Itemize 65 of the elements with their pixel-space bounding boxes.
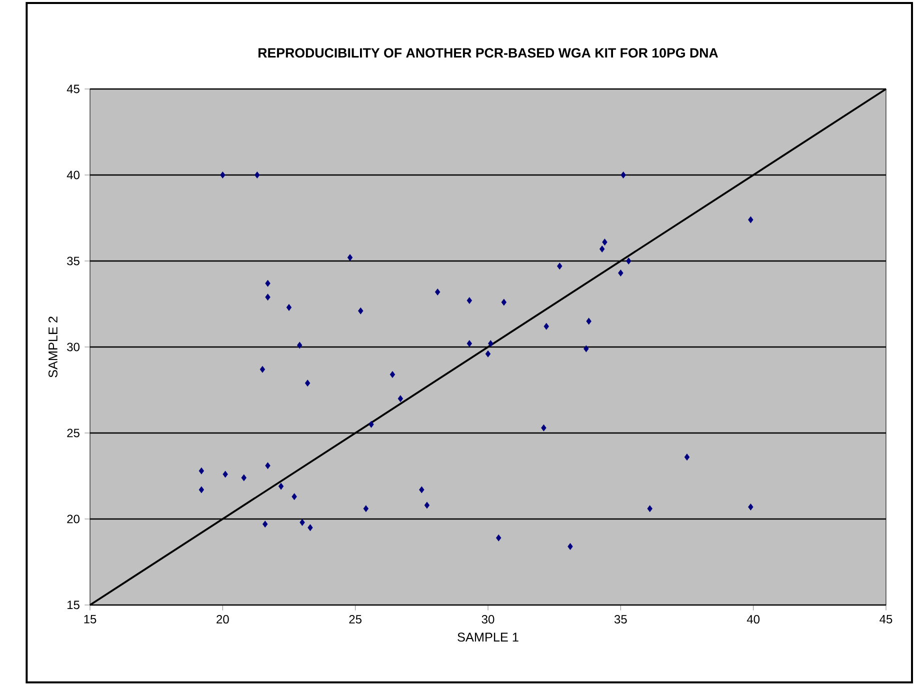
point <box>300 519 305 526</box>
point <box>265 462 270 470</box>
point <box>241 474 246 482</box>
point <box>308 524 313 531</box>
point <box>748 504 754 510</box>
x-tick-label: 20 <box>216 615 229 624</box>
y-axis-title: SAMPLE 2 <box>48 316 58 378</box>
point <box>262 520 268 528</box>
point <box>419 486 424 494</box>
chart-title: REPRODUCIBILITY OF ANOTHER PCR-BASED WGA KIT FOR 10PG DNA <box>258 48 718 58</box>
point <box>278 482 284 490</box>
y-tick-label: 30 <box>67 342 80 352</box>
y-tick-label: 40 <box>66 170 80 180</box>
point <box>305 380 310 386</box>
point <box>220 172 226 178</box>
point <box>265 294 270 300</box>
point <box>347 254 353 261</box>
point <box>363 505 369 512</box>
point <box>398 395 404 402</box>
point <box>254 172 260 178</box>
point <box>501 298 506 306</box>
point <box>541 424 546 432</box>
x-tick-label: 25 <box>349 615 362 624</box>
point <box>466 297 472 304</box>
point <box>488 340 494 347</box>
point <box>557 262 562 270</box>
point <box>647 505 652 512</box>
point <box>600 246 605 252</box>
x-tick-label: 45 <box>880 615 892 624</box>
point <box>198 486 204 494</box>
point <box>435 288 440 296</box>
point <box>222 470 228 478</box>
y-tick-label: 20 <box>67 514 80 524</box>
point <box>265 280 270 287</box>
x-axis-title: SAMPLE 1 <box>458 632 518 642</box>
x-tick-label: 40 <box>746 615 760 624</box>
point <box>626 258 632 264</box>
point <box>424 502 430 509</box>
point <box>198 467 204 474</box>
point <box>620 172 626 178</box>
point <box>586 318 592 325</box>
point <box>292 493 297 500</box>
point <box>390 371 396 378</box>
point <box>568 543 573 550</box>
point <box>684 454 690 460</box>
point <box>584 345 589 352</box>
x-tick-label: 15 <box>84 615 96 624</box>
y-tick-label: 15 <box>68 600 80 610</box>
x-tick-label: 35 <box>614 615 627 624</box>
point <box>496 534 502 542</box>
point <box>297 342 302 349</box>
x-tick-label: 30 <box>482 615 494 624</box>
point <box>466 340 472 347</box>
point <box>602 238 608 246</box>
y-tick-label: 45 <box>66 84 80 94</box>
point <box>618 270 624 276</box>
point <box>358 308 364 314</box>
point <box>544 323 549 330</box>
y-tick-label: 35 <box>67 256 80 266</box>
y-tick-label: 25 <box>67 428 80 438</box>
point <box>485 350 491 358</box>
point <box>260 366 266 373</box>
point <box>368 421 374 428</box>
point <box>286 304 292 311</box>
point <box>748 216 754 224</box>
